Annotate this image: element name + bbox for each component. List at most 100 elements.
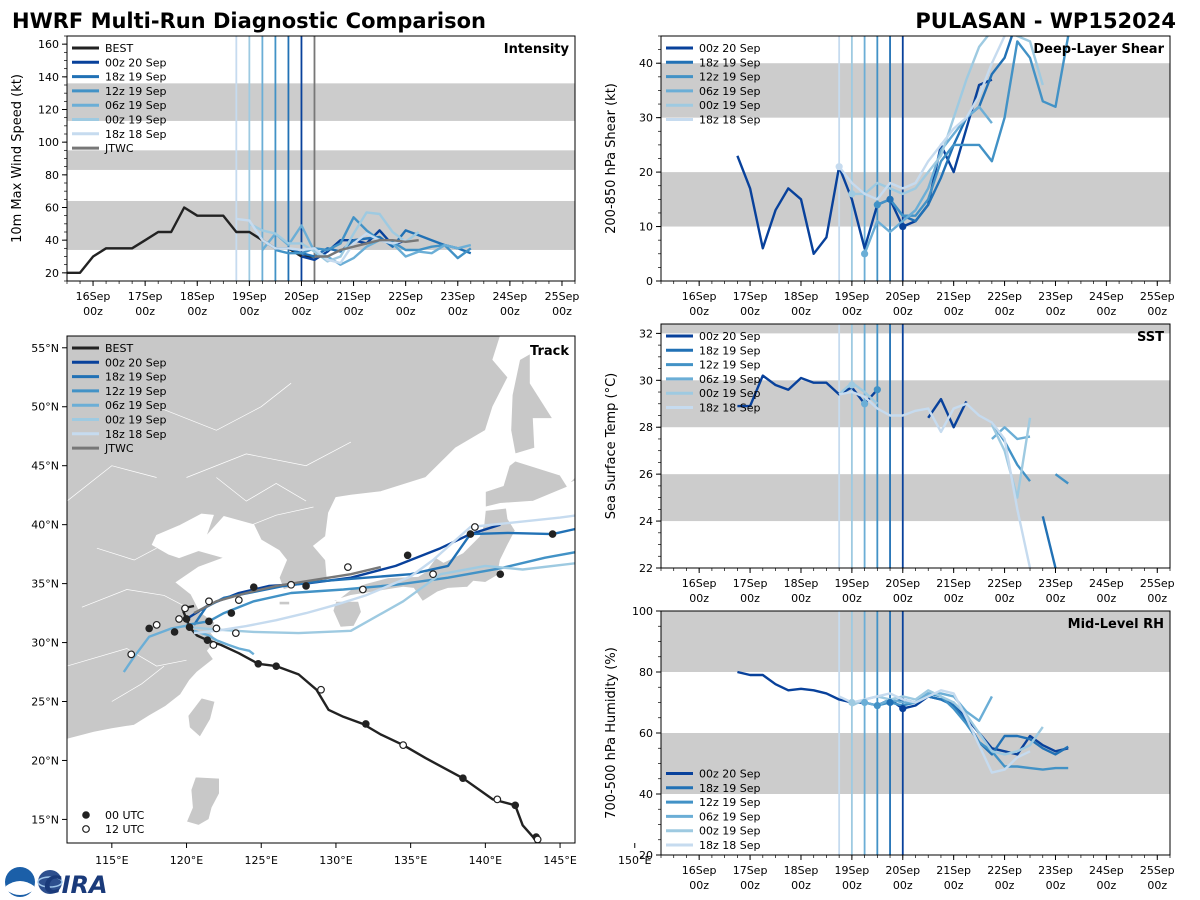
shear-ytick-label: 20 [639, 166, 653, 179]
lat-tick-label: 35°N [31, 578, 59, 591]
lon-tick-label: 145°E [543, 854, 576, 867]
track-point-00utc [466, 530, 475, 538]
lat-tick-label: 45°N [31, 460, 59, 473]
sst-xtick-label-hour: 00z [1147, 592, 1167, 605]
track-legend-label-18z-18-sep: 18z 18 Sep [105, 428, 167, 441]
sst-xtick-label-date: 21Sep [936, 577, 971, 590]
rh-ytick-label: 20 [639, 849, 653, 862]
shear-xtick-label-date: 20Sep [885, 290, 920, 303]
rh-series-group [737, 670, 1069, 774]
shear-panel-title: Deep-Layer Shear [1033, 42, 1164, 57]
intensity-band-2 [67, 83, 575, 121]
shear-line-06z-19-sep [863, 105, 993, 255]
sst-xtick-label-date: 20Sep [885, 577, 920, 590]
intensity-legend-label-06z-19-sep: 06z 19 Sep [105, 99, 167, 112]
shear-xtick-label-date: 17Sep [733, 290, 768, 303]
storm-id-title: PULASAN - WP152024 [915, 9, 1176, 33]
track-panel-title: Track [530, 344, 569, 359]
rh-ylabel: 700-500 hPa Humidity (%) [604, 647, 619, 819]
sst-legend-label-12z-19-sep: 12z 19 Sep [699, 359, 761, 372]
globe-ring [37, 876, 63, 888]
intensity-legend-label-best: BEST [105, 42, 133, 55]
track-legend-label-00z-19-sep: 00z 19 Sep [105, 414, 167, 427]
sst-xtick-label-hour: 00z [995, 592, 1015, 605]
sst-xtick-label-date: 17Sep [733, 577, 768, 590]
mainland-asia [67, 336, 509, 740]
track-point-00utc [145, 624, 153, 633]
intensity-legend-label-00z-20-sep: 00z 20 Sep [105, 56, 167, 69]
shear-xtick-label-date: 25Sep [1140, 290, 1175, 303]
lon-tick-label: 115°E [95, 854, 128, 867]
sst-line-00z-19-sep [838, 381, 879, 405]
rh-legend-label-18z-18-sep: 18z 18 Sep [699, 839, 761, 852]
sst-legend-label-06z-19-sep: 06z 19 Sep [699, 373, 761, 386]
rh-line-00z-19-sep [851, 689, 1044, 756]
intensity-xtick-label-hour: 00z [344, 305, 364, 318]
intensity-xtick-label-hour: 00z [500, 305, 520, 318]
province-border [111, 665, 165, 702]
intensity-legend-label-jtwc: JTWC [104, 142, 134, 155]
intensity-ytick-label: 60 [45, 202, 59, 215]
shear-xtick-label-date: 16Sep [682, 290, 717, 303]
rh-xtick-label-date: 25Sep [1140, 864, 1175, 877]
rh-xtick-label-hour: 00z [689, 879, 709, 892]
lon-tick-label: 135°E [394, 854, 427, 867]
lon-tick-label: 150°E [618, 854, 651, 867]
shear-panel: 0 10 20 30 40 200-850 hPa Shear (kt) 16Sep 00z 1… [604, 35, 1175, 318]
intensity-xtick-label-date: 19Sep [232, 290, 267, 303]
shear-ytick-label: 40 [639, 57, 653, 70]
intensity-panel: 20 40 60 80 100 120 140 160 10m Max Wind Speed (… [10, 35, 579, 318]
shear-xtick-label-date: 23Sep [1038, 290, 1073, 303]
rh-xtick-label-hour: 00z [1147, 879, 1167, 892]
track-legend-label-12z-19-sep: 12z 19 Sep [105, 385, 167, 398]
sst-xtick-label-date: 22Sep [987, 577, 1022, 590]
shear-xtick-label-date: 19Sep [835, 290, 870, 303]
shear-ytick-label: 0 [646, 275, 653, 288]
shear-legend-label-18z-18-sep: 18z 18 Sep [699, 114, 761, 127]
shear-xtick-label-hour: 00z [791, 305, 811, 318]
rh-legend-label-00z-19-sep: 00z 19 Sep [699, 825, 761, 838]
track-point-00utc [403, 551, 412, 560]
rh-legend-label-12z-19-sep: 12z 19 Sep [699, 796, 761, 809]
rh-xtick-label-hour: 00z [995, 879, 1015, 892]
rh-panel: 20 40 60 80 100 700-500 hPa Humidity (%) 16Sep… [604, 605, 1175, 892]
shear-xtick-label-hour: 00z [740, 305, 760, 318]
intensity-xtick-label-date: 18Sep [180, 290, 215, 303]
sst-legend-label-00z-20-sep: 00z 20 Sep [699, 330, 761, 343]
intensity-xtick-label-date: 20Sep [284, 290, 319, 303]
sst-band-2 [661, 324, 1170, 334]
rh-xtick-label-date: 21Sep [936, 864, 971, 877]
track-point-12utc [175, 615, 183, 623]
cira-wordmark: CIRA [44, 871, 108, 899]
rh-line-18z-18-sep [838, 689, 1031, 774]
figure-title: HWRF Multi-Run Diagnostic Comparison [12, 9, 486, 33]
intensity-ytick-label: 80 [45, 169, 59, 182]
intensity-xtick-label-date: 16Sep [76, 290, 111, 303]
lat-tick-label: 55°N [31, 342, 59, 355]
sst-ytick-label: 24 [639, 515, 653, 528]
sst-line-18z-19-sep [1041, 516, 1057, 568]
rh-line-06z-19-sep [864, 692, 993, 722]
rh-xtick-label-hour: 00z [944, 879, 964, 892]
rh-ytick-label: 40 [639, 788, 653, 801]
lat-tick-label: 15°N [31, 813, 59, 826]
shear-xtick-label-date: 22Sep [987, 290, 1022, 303]
noaa-seal-wave [6, 881, 34, 895]
korea-border [246, 506, 314, 528]
intensity-legend-label-18z-18-sep: 18z 18 Sep [105, 128, 167, 141]
track-point-00utc [203, 636, 212, 644]
track-point-00utc [185, 623, 194, 632]
sakhalin [510, 353, 554, 455]
sst-panel: 22 24 26 28 30 32 Sea Surface Temp (°C) 16Sep 00… [604, 323, 1175, 605]
lat-tick-label: 25°N [31, 696, 59, 709]
rh-legend-label-00z-20-sep: 00z 20 Sep [699, 768, 761, 781]
intensity-ytick-label: 140 [38, 71, 59, 84]
track-point-00utc [362, 720, 370, 728]
intensity-legend-label-00z-19-sep: 00z 19 Sep [105, 114, 167, 127]
sst-xtick-label-hour: 00z [740, 592, 760, 605]
rh-xtick-label-date: 24Sep [1089, 864, 1124, 877]
province-border [186, 441, 352, 478]
sst-line-06z-19-sep [991, 426, 1031, 441]
intensity-xtick-label-hour: 00z [135, 305, 155, 318]
shear-xtick-label-hour: 00z [1096, 305, 1116, 318]
